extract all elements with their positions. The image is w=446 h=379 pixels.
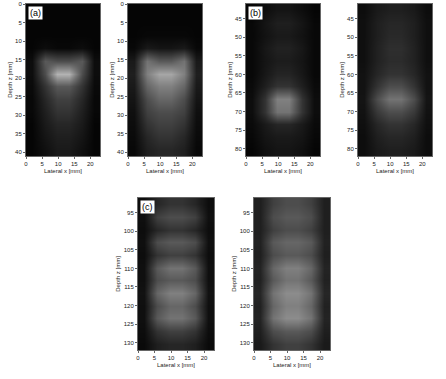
- svg-text:105: 105: [124, 247, 135, 253]
- svg-text:15: 15: [300, 355, 307, 361]
- svg-text:10: 10: [55, 161, 62, 167]
- svg-text:Depth z [mm]: Depth z [mm]: [339, 62, 345, 98]
- svg-text:75: 75: [347, 127, 354, 133]
- svg-text:10: 10: [157, 161, 164, 167]
- svg-text:30: 30: [117, 112, 124, 118]
- svg-text:5: 5: [142, 161, 146, 167]
- svg-text:15: 15: [173, 161, 180, 167]
- svg-text:95: 95: [127, 210, 134, 216]
- svg-text:0: 0: [356, 161, 360, 167]
- svg-text:0: 0: [24, 161, 28, 167]
- svg-text:10: 10: [117, 38, 124, 44]
- svg-text:60: 60: [235, 72, 242, 78]
- svg-text:5: 5: [120, 20, 124, 26]
- svg-text:125: 125: [240, 321, 251, 327]
- svg-text:10: 10: [284, 355, 291, 361]
- svg-text:105: 105: [240, 247, 251, 253]
- svg-text:(c): (c): [142, 202, 153, 212]
- svg-text:130: 130: [124, 340, 135, 346]
- svg-text:55: 55: [347, 53, 354, 59]
- svg-text:110: 110: [124, 266, 134, 272]
- svg-text:65: 65: [235, 90, 242, 96]
- svg-text:20: 20: [189, 161, 196, 167]
- svg-text:65: 65: [347, 90, 354, 96]
- svg-text:60: 60: [347, 72, 354, 78]
- svg-text:35: 35: [15, 131, 22, 137]
- svg-text:Depth z [mm]: Depth z [mm]: [7, 62, 13, 98]
- svg-text:5: 5: [260, 161, 264, 167]
- svg-text:15: 15: [117, 57, 124, 63]
- svg-text:(b): (b): [250, 8, 261, 18]
- svg-text:40: 40: [15, 149, 22, 155]
- svg-text:5: 5: [153, 355, 157, 361]
- svg-text:110: 110: [240, 266, 250, 272]
- svg-text:5: 5: [372, 161, 376, 167]
- svg-text:120: 120: [124, 303, 135, 309]
- svg-text:50: 50: [235, 34, 242, 40]
- svg-text:45: 45: [347, 16, 354, 22]
- svg-text:120: 120: [240, 303, 251, 309]
- svg-text:Lateral x [mm]: Lateral x [mm]: [376, 168, 414, 174]
- svg-text:100: 100: [240, 228, 251, 234]
- svg-text:Lateral x [mm]: Lateral x [mm]: [273, 362, 311, 368]
- svg-text:Depth z [mm]: Depth z [mm]: [227, 62, 233, 98]
- svg-text:15: 15: [403, 161, 410, 167]
- svg-text:20: 20: [201, 355, 208, 361]
- svg-text:15: 15: [291, 161, 298, 167]
- svg-text:5: 5: [40, 161, 44, 167]
- svg-text:10: 10: [15, 38, 22, 44]
- svg-text:20: 20: [317, 355, 324, 361]
- svg-text:25: 25: [117, 94, 124, 100]
- svg-text:25: 25: [15, 94, 22, 100]
- svg-text:Lateral x [mm]: Lateral x [mm]: [44, 168, 82, 174]
- svg-text:Depth z [mm]: Depth z [mm]: [115, 256, 121, 292]
- svg-text:95: 95: [243, 210, 250, 216]
- svg-text:80: 80: [347, 146, 354, 152]
- svg-text:15: 15: [71, 161, 78, 167]
- svg-text:0: 0: [252, 355, 256, 361]
- svg-text:20: 20: [419, 161, 426, 167]
- svg-text:80: 80: [235, 146, 242, 152]
- svg-text:70: 70: [235, 109, 242, 115]
- svg-text:15: 15: [184, 355, 191, 361]
- svg-text:35: 35: [117, 131, 124, 137]
- svg-text:20: 20: [117, 75, 124, 81]
- svg-text:20: 20: [15, 75, 22, 81]
- svg-text:115: 115: [240, 284, 250, 290]
- svg-text:Lateral x [mm]: Lateral x [mm]: [146, 168, 184, 174]
- svg-text:40: 40: [117, 149, 124, 155]
- svg-text:Lateral x [mm]: Lateral x [mm]: [264, 168, 302, 174]
- svg-text:0: 0: [18, 1, 22, 7]
- svg-text:10: 10: [275, 161, 282, 167]
- svg-text:(a): (a): [30, 8, 41, 18]
- svg-text:5: 5: [269, 355, 273, 361]
- svg-text:Lateral x [mm]: Lateral x [mm]: [157, 362, 195, 368]
- svg-text:45: 45: [235, 16, 242, 22]
- svg-text:70: 70: [347, 109, 354, 115]
- svg-text:Depth z [mm]: Depth z [mm]: [231, 256, 237, 292]
- svg-text:100: 100: [124, 228, 135, 234]
- svg-text:50: 50: [347, 34, 354, 40]
- svg-text:10: 10: [387, 161, 394, 167]
- svg-text:0: 0: [120, 1, 124, 7]
- svg-text:15: 15: [15, 57, 22, 63]
- svg-text:30: 30: [15, 112, 22, 118]
- svg-text:0: 0: [136, 355, 140, 361]
- svg-text:10: 10: [168, 355, 175, 361]
- svg-text:130: 130: [240, 340, 251, 346]
- svg-text:20: 20: [307, 161, 314, 167]
- svg-text:0: 0: [244, 161, 248, 167]
- svg-text:75: 75: [235, 127, 242, 133]
- svg-text:55: 55: [235, 53, 242, 59]
- svg-text:Depth z [mm]: Depth z [mm]: [109, 62, 115, 98]
- svg-text:115: 115: [124, 284, 134, 290]
- svg-text:0: 0: [126, 161, 130, 167]
- svg-text:5: 5: [18, 20, 22, 26]
- svg-text:20: 20: [87, 161, 94, 167]
- svg-text:125: 125: [124, 321, 135, 327]
